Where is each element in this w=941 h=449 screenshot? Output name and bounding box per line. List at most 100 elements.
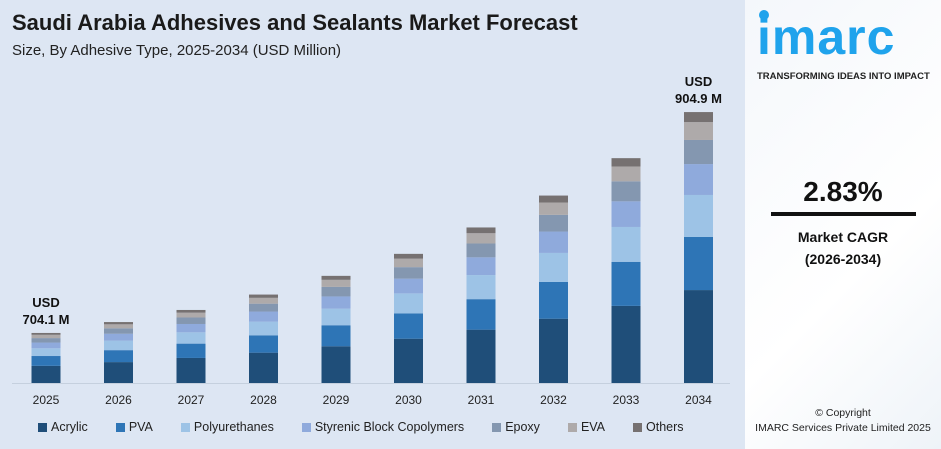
x-tick-label: 2033: [613, 393, 640, 407]
legend-item: Epoxy: [492, 420, 540, 434]
bar-segment-epoxy: [176, 317, 206, 324]
cagr-value: 2.83%: [803, 176, 883, 207]
legend-item: EVA: [567, 420, 605, 434]
x-tick-label: 2026: [105, 393, 132, 407]
chart-title: Saudi Arabia Adhesives and Sealants Mark…: [12, 10, 578, 35]
bar-segment-acrylic: [321, 346, 351, 383]
cagr-label: Market CAGR (2026-2034): [745, 226, 941, 270]
bar-segment-styrenic-block-copolymers: [539, 231, 568, 253]
legend-item: Polyurethanes: [180, 420, 274, 434]
bar-segment-others: [539, 195, 568, 203]
bar-segment-pva: [684, 236, 713, 291]
bar-segment-others: [31, 332, 61, 335]
bar-segment-styrenic-block-copolymers: [176, 323, 206, 333]
bar-segment-acrylic: [104, 362, 133, 383]
x-tick-label: 2032: [540, 393, 567, 407]
bar-segment-polyurethanes: [249, 321, 278, 336]
x-tick-label: 2031: [468, 393, 495, 407]
legend-item: Others: [633, 420, 684, 434]
legend-label: Epoxy: [505, 420, 540, 434]
bar-segment-acrylic: [611, 305, 641, 383]
legend-swatch: [180, 422, 190, 432]
legend: Acrylic PVA Polyurethanes Styrenic Block Co…: [38, 420, 712, 434]
bar-segment-others: [394, 253, 423, 259]
bar-segment-styrenic-block-copolymers: [104, 333, 133, 341]
copyright: © Copyright IMARC Services Private Limit…: [745, 406, 941, 436]
legend-swatch: [492, 422, 502, 432]
bar-segment-styrenic-block-copolymers: [394, 278, 423, 294]
bar-segment-styrenic-block-copolymers: [31, 342, 61, 349]
bar-segment-acrylic: [394, 338, 423, 383]
legend-label: Others: [646, 420, 684, 434]
bar-segment-polyurethanes: [611, 226, 641, 262]
bar-segment-pva: [539, 281, 568, 319]
bar-segment-eva: [539, 202, 568, 215]
bar-segment-epoxy: [394, 267, 423, 279]
bar-segment-epoxy: [31, 338, 61, 343]
chart-subtitle: Size, By Adhesive Type, 2025-2034 (USD M…: [12, 42, 342, 59]
bar-segment-styrenic-block-copolymers: [249, 311, 278, 322]
bar-segment-acrylic: [31, 365, 61, 383]
bar-segment-epoxy: [684, 139, 713, 165]
legend-label: Polyurethanes: [193, 420, 274, 434]
bar-segment-polyurethanes: [539, 252, 568, 282]
legend-label: Acrylic: [51, 420, 88, 434]
legend-label: Styrenic Block Copolymers: [314, 420, 465, 434]
bar-segment-styrenic-block-copolymers: [684, 164, 713, 195]
x-tick-label: 2027: [178, 393, 205, 407]
bar-segment-pva: [394, 313, 423, 339]
divider: [771, 212, 916, 216]
copyright-line1: © Copyright: [815, 407, 871, 419]
bar-segment-others: [684, 112, 713, 123]
bar-segment-eva: [249, 297, 278, 304]
legend-item: Acrylic: [38, 420, 88, 434]
bar-segment-polyurethanes: [176, 332, 206, 344]
bar-segment-others: [176, 309, 206, 313]
bar-segment-styrenic-block-copolymers: [611, 201, 641, 227]
bar-segment-others: [611, 158, 641, 167]
bar-segment-pva: [176, 343, 206, 358]
copyright-line2: IMARC Services Private Limited 2025: [755, 422, 931, 434]
bar-segment-others: [104, 322, 133, 325]
legend-item: PVA: [115, 420, 153, 434]
bar-segment-polyurethanes: [394, 293, 423, 314]
bar-segment-others: [466, 227, 496, 234]
legend-swatch: [115, 422, 125, 432]
bar-segment-eva: [684, 122, 713, 140]
bar-segment-epoxy: [539, 214, 568, 232]
bar-segment-pva: [249, 335, 278, 353]
bar-segment-pva: [466, 299, 496, 330]
bar-segment-pva: [611, 261, 641, 306]
bar-segment-acrylic: [176, 357, 206, 383]
bar-segment-epoxy: [611, 181, 641, 202]
bar-segment-polyurethanes: [104, 340, 133, 351]
bar-segment-epoxy: [104, 328, 133, 334]
bar-segment-epoxy: [321, 286, 351, 297]
bar-segment-polyurethanes: [321, 308, 351, 326]
value-label-currency: USD: [32, 295, 59, 310]
bar-segment-eva: [176, 312, 206, 318]
bar-segment-others: [249, 294, 278, 298]
bar-segment-polyurethanes: [31, 348, 61, 357]
legend-swatch: [38, 422, 47, 432]
legend-swatch: [633, 422, 643, 432]
bar-segment-epoxy: [466, 243, 496, 258]
bar-segment-eva: [31, 334, 61, 339]
legend-label: PVA: [128, 420, 153, 434]
x-tick-label: 2029: [323, 393, 350, 407]
x-tick-label: 2028: [250, 393, 277, 407]
bar-segment-acrylic: [684, 290, 713, 383]
bar-segment-eva: [611, 166, 641, 182]
bar-segment-pva: [104, 350, 133, 363]
bar-segment-others: [321, 275, 351, 280]
bar-segment-eva: [321, 279, 351, 287]
value-label: 904.9 M: [675, 91, 722, 106]
stacked-bar-chart: 2025 USD 704.1 M 2026 2027 2028 2029 2030 2031 20…: [12, 74, 730, 407]
bar-segment-eva: [394, 258, 423, 268]
value-label: 704.1 M: [23, 312, 70, 327]
value-label-currency: USD: [685, 74, 712, 89]
x-tick-label: 2030: [395, 393, 422, 407]
cagr-period: (2026-2034): [804, 251, 882, 267]
legend-swatch: [301, 422, 311, 432]
logo-dot: [759, 10, 769, 20]
